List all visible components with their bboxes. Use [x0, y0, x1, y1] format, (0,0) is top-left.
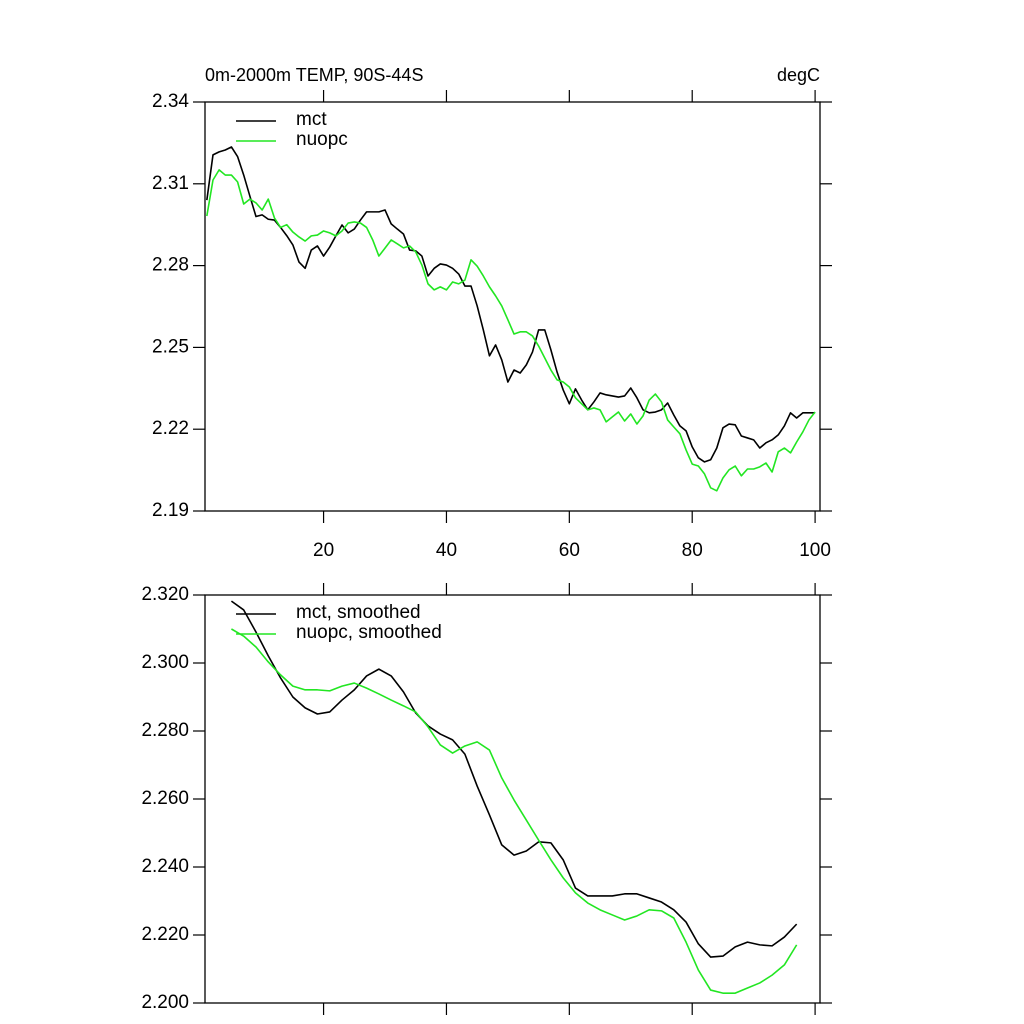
x-tick-label: 40: [436, 540, 457, 561]
legend-label: mct: [296, 109, 327, 130]
series-line: [231, 628, 798, 994]
plot-frame: [204, 101, 821, 512]
y-tick-label: 2.19: [152, 500, 189, 521]
x-tick-label: 60: [559, 540, 580, 561]
y-tick-label: 2.200: [141, 992, 189, 1013]
x-tick-label: 100: [799, 540, 831, 561]
legend-label: nuopc: [296, 129, 348, 150]
y-tick-label: 2.31: [152, 173, 189, 194]
series-line: [206, 146, 816, 463]
x-tick-label: 20: [313, 540, 334, 561]
y-tick-label: 2.28: [152, 255, 189, 276]
y-tick-label: 2.280: [141, 720, 189, 741]
y-tick-label: 2.260: [141, 788, 189, 809]
units-label: degC: [777, 65, 820, 85]
legend-label: nuopc, smoothed: [296, 622, 442, 643]
y-tick-label: 2.25: [152, 336, 189, 357]
y-tick-label: 2.300: [141, 652, 189, 673]
y-tick-label: 2.34: [152, 91, 189, 112]
chart-title: 0m-2000m TEMP, 90S-44S: [205, 65, 423, 85]
series-line: [230, 600, 798, 958]
y-tick-label: 2.240: [141, 856, 189, 877]
y-tick-label: 2.220: [141, 924, 189, 945]
plot-frame: [204, 594, 821, 1004]
series-line: [206, 169, 816, 492]
y-tick-label: 2.320: [141, 584, 189, 605]
x-tick-label: 80: [682, 540, 703, 561]
legend-label: mct, smoothed: [296, 602, 421, 623]
y-tick-label: 2.22: [152, 418, 189, 439]
